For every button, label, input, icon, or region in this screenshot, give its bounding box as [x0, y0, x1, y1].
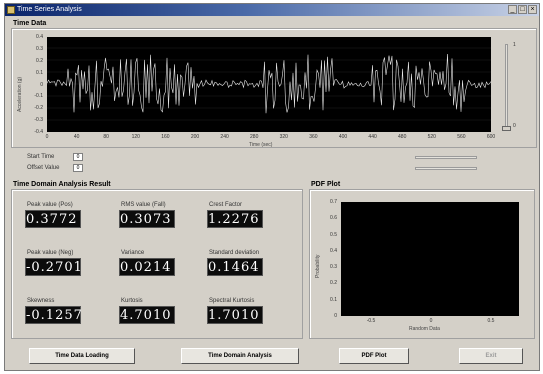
- pdf-x-tick: 0.5: [487, 318, 495, 324]
- time-slider-knob[interactable]: [502, 126, 511, 131]
- time-x-tick: 120: [131, 134, 140, 140]
- time-domain-analysis-button[interactable]: Time Domain Analysis: [181, 348, 299, 364]
- kurtosis-value: 4.7010: [119, 306, 175, 324]
- peak-neg-label: Peak value (Neg): [27, 250, 74, 256]
- skewness-value: -0.1257: [25, 306, 83, 324]
- title-bar: Time Series Analysis _ □ ×: [5, 4, 539, 16]
- pdf-y-tick: 0.3: [330, 264, 337, 271]
- rms-label: RMS value (Fall): [121, 202, 166, 208]
- time-x-tick: 360: [309, 134, 318, 140]
- pdf-y-tick: 0.4: [330, 247, 337, 254]
- offset-slider[interactable]: [415, 167, 477, 170]
- pdf-y-tick: 0.1: [330, 296, 337, 303]
- time-x-tick: 240: [220, 134, 229, 140]
- time-x-tick: 280: [250, 134, 259, 140]
- spectral-kurtosis-label: Spectral Kurtosis: [209, 298, 255, 304]
- time-domain-group: [11, 189, 303, 339]
- time-y-tick: -0.3: [34, 117, 43, 124]
- time-x-tick: 320: [279, 134, 288, 140]
- time-y-tick: -0.4: [34, 129, 43, 135]
- time-x-tick: 440: [368, 134, 377, 140]
- peak-pos-label: Peak value (Pos): [27, 202, 73, 208]
- pdf-y-tick: 0.2: [330, 280, 337, 287]
- time-vertical-slider[interactable]: [505, 44, 508, 130]
- start-time-label: Start Time: [27, 154, 55, 160]
- app-icon: [7, 6, 15, 14]
- offset-field[interactable]: 0: [73, 164, 83, 172]
- time-signal: [46, 47, 492, 121]
- pdf-plot-area[interactable]: [341, 202, 519, 316]
- time-y-tick: 0: [40, 81, 43, 88]
- start-time-slider[interactable]: [415, 156, 477, 159]
- time-x-tick: 160: [161, 134, 170, 140]
- pdf-y-tick: 0: [334, 313, 337, 319]
- slider-bottom-label: 0: [513, 123, 516, 129]
- minimize-icon[interactable]: _: [508, 5, 517, 14]
- time-data-group: [11, 28, 537, 148]
- pdf-plot-group: [309, 189, 535, 339]
- std-value: 0.1464: [207, 258, 263, 276]
- time-x-tick: 0: [45, 134, 49, 140]
- exit-button[interactable]: Exit: [459, 348, 523, 364]
- spectral-kurtosis-value: 1.7010: [207, 306, 263, 324]
- peak-pos-value: 0.3772: [25, 210, 81, 228]
- time-x-tick: 600: [486, 134, 496, 140]
- window-title: Time Series Analysis: [17, 6, 82, 13]
- crest-label: Crest Factor: [209, 202, 243, 208]
- time-x-tick: 480: [398, 134, 407, 140]
- kurtosis-label: Kurtosis: [121, 298, 143, 304]
- time-y-tick: -0.2: [34, 105, 43, 112]
- time-data-title: Time Data: [13, 20, 47, 27]
- time-plot[interactable]: [46, 37, 492, 132]
- time-y-tick: -0.1: [34, 93, 43, 100]
- pdf-x-axis-label: Random Data: [409, 326, 440, 332]
- skewness-label: Skewness: [27, 298, 55, 304]
- time-domain-title: Time Domain Analysis Result: [13, 181, 111, 188]
- time-x-axis-label: Time (sec): [249, 142, 273, 148]
- pdf-y-tick: 0.6: [330, 215, 337, 222]
- time-x-tick: 40: [73, 134, 80, 140]
- start-time-field[interactable]: 0: [73, 153, 83, 161]
- pdf-y-tick: 0.5: [330, 231, 337, 238]
- pdf-y-axis-label: Probability: [315, 254, 321, 278]
- close-icon[interactable]: ×: [528, 5, 537, 14]
- rms-value: 0.3073: [119, 210, 175, 228]
- pdf-plot-button[interactable]: PDF Plot: [339, 348, 409, 364]
- time-x-tick: 200: [190, 134, 200, 140]
- peak-neg-value: -0.2701: [25, 258, 83, 276]
- pdf-plot-title: PDF Plot: [311, 181, 341, 188]
- offset-label: Offset Value: [27, 165, 60, 171]
- time-y-tick: 0.1: [36, 69, 43, 76]
- time-y-tick: 0.2: [36, 57, 43, 64]
- time-y-axis-label: Acceleration (g): [17, 76, 23, 112]
- app-window: Time Series Analysis _ □ × Time Data Acc…: [4, 3, 540, 371]
- maximize-icon[interactable]: □: [518, 5, 527, 14]
- std-label: Standard deviation: [209, 250, 260, 256]
- crest-value: 1.2276: [207, 210, 263, 228]
- time-x-tick: 80: [103, 134, 109, 140]
- time-x-tick: 400: [338, 134, 348, 140]
- pdf-y-tick: 0.7: [330, 199, 337, 205]
- time-y-tick: 0.3: [36, 45, 43, 52]
- time-y-tick: 0.4: [36, 34, 43, 40]
- slider-top-label: 1: [513, 42, 516, 48]
- pdf-x-tick: -0.5: [366, 318, 376, 324]
- time-x-tick: 520: [427, 134, 436, 140]
- variance-value: 0.0214: [119, 258, 175, 276]
- time-data-loading-button[interactable]: Time Data Loading: [29, 348, 135, 364]
- pdf-x-tick: 0: [429, 318, 433, 324]
- variance-label: Variance: [121, 250, 145, 256]
- time-x-tick: 560: [457, 134, 466, 140]
